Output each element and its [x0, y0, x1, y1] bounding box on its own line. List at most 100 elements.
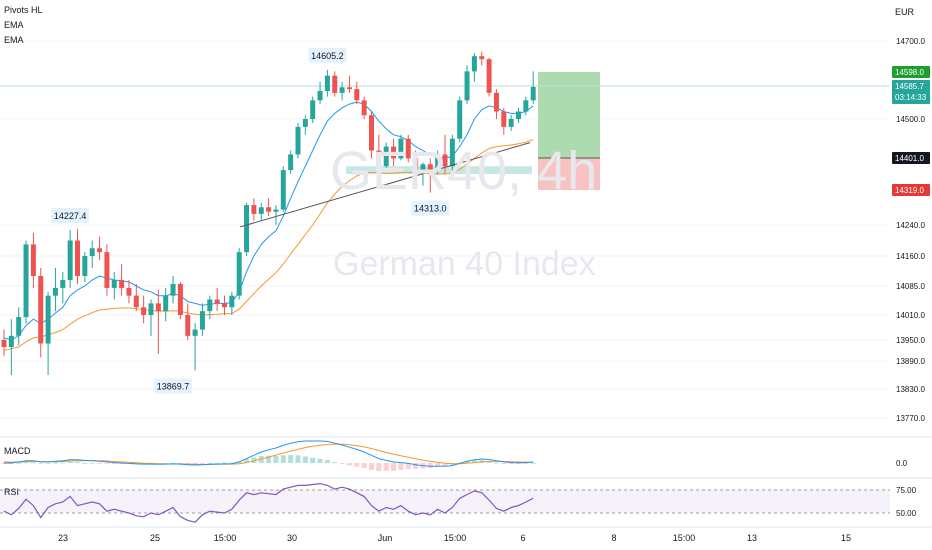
macd-histogram-bar [288, 455, 294, 463]
candle-body [493, 92, 499, 112]
macd-label[interactable]: MACD [4, 446, 31, 456]
rsi-tick-label: 50.00 [896, 509, 917, 518]
candle-body [317, 90, 323, 101]
candle-body [530, 87, 536, 101]
macd-histogram-bar [23, 462, 29, 464]
candle-body [148, 303, 154, 315]
macd-histogram-bar [82, 462, 88, 464]
y-tick-label: 13950.0 [896, 336, 925, 345]
macd-histogram-bar [376, 463, 382, 472]
macd-histogram-bar [97, 463, 103, 464]
candle-body [133, 295, 139, 308]
entry-price-label-bg [892, 152, 930, 164]
macd-histogram-bar [67, 461, 73, 463]
stop-zone [538, 158, 600, 190]
target-price-label-bg [892, 66, 930, 78]
candle-body [141, 307, 147, 315]
pivot-label-box [154, 378, 193, 394]
macd-histogram-bar [508, 463, 514, 464]
macd-histogram-bar [405, 463, 411, 470]
candle-body [405, 138, 411, 159]
candle-body [479, 56, 485, 60]
candle-body [97, 248, 103, 253]
pivot-label-box [411, 200, 450, 216]
pivot-label: 14605.2 [311, 51, 344, 61]
entry-price-label: 14401.0 [895, 154, 924, 163]
macd-histogram-bar [339, 463, 345, 464]
macd-histogram-bar [244, 459, 250, 463]
candle-body [185, 315, 191, 336]
pivot-label-box [308, 47, 347, 63]
x-tick-label: 15:00 [214, 533, 237, 543]
macd-histogram-bar [185, 463, 191, 464]
rsi-tick-label: 75.00 [896, 486, 917, 495]
macd-histogram-bar [222, 462, 227, 464]
legend-pivots[interactable]: Pivots HL [4, 5, 43, 15]
macd-histogram-bar [199, 463, 205, 464]
last-price-label: 14585.7 [895, 82, 924, 91]
macd-pane [0, 436, 932, 472]
macd-histogram-bar [354, 463, 360, 467]
candle-body [302, 119, 308, 127]
candle-body [258, 207, 264, 214]
macd-histogram-bar [16, 462, 22, 464]
candle-body [266, 207, 272, 212]
x-tick-label: 13 [747, 533, 757, 543]
rsi-label[interactable]: RSI [4, 487, 20, 497]
y-tick-label: 13890.0 [896, 357, 925, 366]
candle-body [104, 252, 110, 288]
candle-body [420, 164, 426, 171]
candle-body [1, 340, 7, 347]
candle-body [163, 295, 169, 312]
rsi-pane [0, 477, 932, 523]
macd-histogram-bar [310, 457, 316, 463]
candle-body [354, 89, 360, 101]
candle-body [486, 59, 492, 93]
candle-body [82, 256, 88, 276]
candle-body [442, 154, 448, 167]
macd-histogram-bar [52, 462, 58, 464]
candle-body [516, 111, 521, 119]
macd-histogram-bar [251, 457, 257, 463]
grid [0, 40, 890, 419]
legend-ema-slow[interactable]: EMA [4, 35, 24, 45]
x-tick-label: 15:00 [673, 533, 696, 543]
macd-histogram-bar [214, 462, 220, 464]
macd-histogram-bar [207, 462, 213, 464]
candle-body [170, 284, 176, 296]
candle-body [177, 284, 183, 315]
macd-histogram-bar [111, 463, 117, 465]
macd-histogram-bar [530, 462, 536, 464]
candle-body [369, 115, 374, 151]
candle-body [214, 299, 220, 304]
x-tick-label: 8 [611, 533, 616, 543]
candle-body [523, 100, 529, 112]
legend-ema-fast[interactable]: EMA [4, 20, 24, 30]
candle-body [236, 252, 242, 296]
macd-histogram-bar [1, 463, 7, 465]
macd-histogram-bar [119, 463, 125, 465]
pivot-label: 14313.0 [414, 204, 447, 214]
candle-body [280, 170, 286, 210]
candle-body [45, 295, 51, 344]
candle-body [413, 158, 419, 171]
candle-body [222, 303, 227, 308]
macd-histogram-bar [8, 463, 14, 464]
stop-price-label-bg [892, 184, 930, 196]
candle-body [295, 126, 301, 155]
macd-histogram-bar [104, 463, 110, 464]
macd-histogram-bar [413, 463, 419, 469]
macd-histogram-bar [501, 463, 507, 464]
macd-histogram-bar [435, 463, 441, 467]
candle-body [89, 248, 95, 256]
macd-histogram-bar [273, 455, 279, 463]
x-tick-label: 15:00 [444, 533, 467, 543]
y-tick-label: 13770.0 [896, 414, 925, 423]
macd-histogram-bar [60, 462, 66, 464]
candle-body [52, 287, 58, 296]
macd-histogram-bar [280, 455, 286, 463]
y-tick-label: 14085.0 [896, 282, 925, 291]
candle-body [288, 154, 294, 171]
candle-body [199, 311, 205, 330]
